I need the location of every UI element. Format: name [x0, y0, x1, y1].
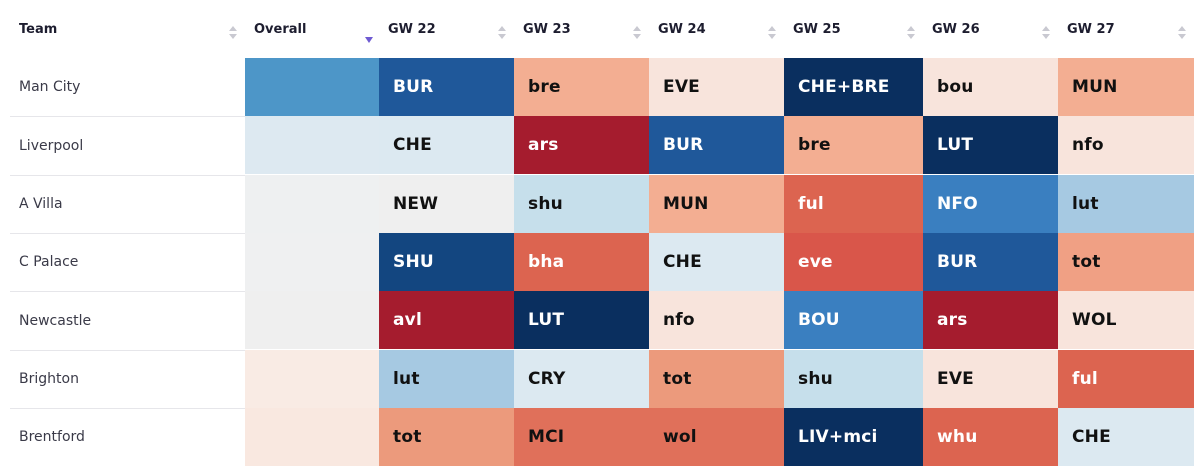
gw-header-label: GW 25	[793, 21, 841, 37]
table-row: Man City BUR bre EVE CHE+BRE bou MUN	[0, 58, 1200, 116]
fixture-cell: wol	[649, 407, 784, 466]
fixture-cell: LIV+mci	[784, 407, 923, 466]
table-row: C Palace SHU bha CHE eve BUR tot	[0, 232, 1200, 291]
sort-icon[interactable]	[1042, 26, 1050, 40]
table-row: Liverpool CHE ars BUR bre LUT nfo	[0, 116, 1200, 175]
fixture-cell: SHU	[379, 232, 514, 291]
team-column-header[interactable]: Team	[10, 0, 245, 58]
fixture-cell: ful	[1058, 349, 1194, 408]
fixture-cell: nfo	[649, 291, 784, 350]
gw25-column-header[interactable]: GW 25	[784, 0, 923, 58]
team-name: Man City	[19, 79, 81, 95]
fixture-cell: whu	[923, 407, 1058, 466]
fixture-cell: LUT	[514, 291, 649, 350]
fixture-cell: NFO	[923, 174, 1058, 233]
fixture-cell: bre	[784, 116, 923, 175]
gw24-column-header[interactable]: GW 24	[649, 0, 784, 58]
fixture-cell: ful	[784, 174, 923, 233]
sort-icon[interactable]	[768, 26, 776, 40]
gw22-column-header[interactable]: GW 22	[379, 0, 514, 58]
fixture-cell: bou	[923, 58, 1058, 116]
team-name: Liverpool	[10, 116, 245, 174]
overall-difficulty-cell	[245, 349, 379, 408]
fixture-cell: MCI	[514, 407, 649, 466]
overall-header-label: Overall	[254, 21, 307, 37]
fixture-cell: CRY	[514, 349, 649, 408]
fixture-cell: MUN	[1058, 58, 1194, 116]
gw23-column-header[interactable]: GW 23	[514, 0, 649, 58]
gw-header-label: GW 26	[932, 21, 980, 37]
sort-icon[interactable]	[633, 26, 641, 40]
table-row: Brighton lut CRY tot shu EVE ful	[0, 349, 1200, 408]
fixture-cell: shu	[784, 349, 923, 408]
team-name: A Villa	[10, 174, 245, 233]
team-name: Brentford	[10, 407, 245, 466]
team-name: Newcastle	[10, 291, 245, 349]
table-row: Brentford tot MCI wol LIV+mci whu CHE	[0, 407, 1200, 466]
sort-descending-icon[interactable]	[365, 37, 373, 43]
fixture-cell: lut	[1058, 174, 1194, 233]
fixture-cell: BOU	[784, 291, 923, 350]
table-row: A Villa NEW shu MUN ful NFO lut	[0, 174, 1200, 233]
team-name: Brighton	[10, 349, 245, 408]
gw27-column-header[interactable]: GW 27	[1058, 0, 1194, 58]
overall-difficulty-cell	[245, 407, 379, 466]
gw-header-label: GW 23	[523, 21, 571, 37]
fixture-cell: CHE	[649, 232, 784, 291]
sort-icon[interactable]	[907, 26, 915, 40]
sort-icon[interactable]	[498, 26, 506, 40]
fixture-cell: ars	[514, 116, 649, 175]
fixture-cell: CHE+BRE	[784, 58, 923, 116]
fixture-cell: tot	[649, 349, 784, 408]
overall-difficulty-cell	[245, 58, 379, 116]
fixture-cell: MUN	[649, 174, 784, 233]
team-header-label: Team	[19, 21, 58, 37]
sort-icon[interactable]	[229, 26, 237, 40]
fixture-cell: BUR	[649, 116, 784, 175]
fixture-cell: BUR	[379, 58, 514, 116]
sort-icon[interactable]	[1178, 26, 1186, 40]
fixture-cell: lut	[379, 349, 514, 408]
fixture-cell: EVE	[923, 349, 1058, 408]
overall-difficulty-cell	[245, 174, 379, 233]
fixture-cell: bha	[514, 232, 649, 291]
fixture-cell: nfo	[1058, 116, 1194, 175]
fixture-cell: CHE	[1058, 407, 1194, 466]
fixture-cell: EVE	[649, 58, 784, 116]
fixture-cell: bre	[514, 58, 649, 116]
fixture-cell: BUR	[923, 232, 1058, 291]
team-name: C Palace	[10, 232, 245, 291]
table-row: Newcastle avl LUT nfo BOU ars WOL	[0, 291, 1200, 350]
fixture-cell: LUT	[923, 116, 1058, 175]
fixture-cell: tot	[379, 407, 514, 466]
table-header: Team Overall GW 22 GW 23 GW 24 GW 25 GW …	[0, 0, 1200, 58]
fixture-cell: tot	[1058, 232, 1194, 291]
fixture-cell: eve	[784, 232, 923, 291]
fixture-cell: shu	[514, 174, 649, 233]
gw-header-label: GW 24	[658, 21, 706, 37]
gw26-column-header[interactable]: GW 26	[923, 0, 1058, 58]
fixture-cell: WOL	[1058, 291, 1194, 350]
overall-difficulty-cell	[245, 291, 379, 350]
fixture-cell: ars	[923, 291, 1058, 350]
overall-difficulty-cell	[245, 232, 379, 291]
overall-column-header[interactable]: Overall	[245, 0, 379, 58]
gw-header-label: GW 27	[1067, 21, 1115, 37]
gw-header-label: GW 22	[388, 21, 436, 37]
fixture-cell: avl	[379, 291, 514, 350]
overall-difficulty-cell	[245, 116, 379, 175]
fixture-cell: NEW	[379, 174, 514, 233]
fixture-cell: CHE	[379, 116, 514, 175]
